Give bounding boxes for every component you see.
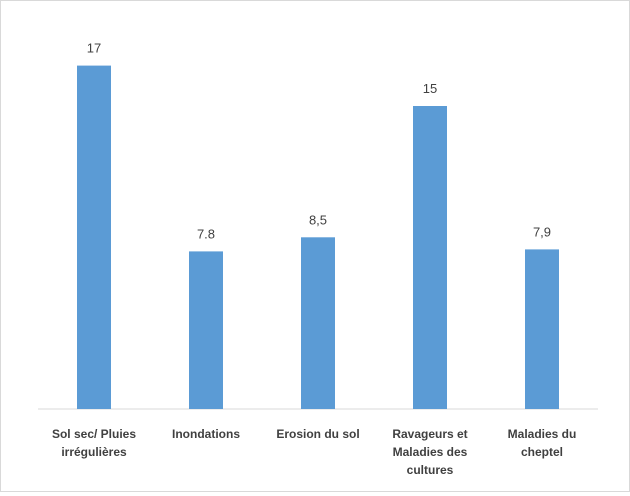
data-label-5: 7,9	[533, 224, 551, 239]
category-label-line: Maladies des	[393, 445, 468, 459]
category-label-3: Erosion du sol	[276, 427, 359, 441]
bar-4	[413, 106, 447, 409]
data-label-1: 17	[87, 41, 101, 56]
category-label-line: Ravageurs et	[392, 427, 467, 441]
data-label-2: 7.8	[197, 226, 215, 241]
bar-1	[77, 65, 111, 409]
category-label-4: Ravageurs et Maladies des cultures	[392, 427, 467, 477]
bar-3	[301, 237, 335, 409]
category-label-line: irrégulières	[61, 445, 127, 459]
category-label-1: Sol sec/ Pluies irrégulières	[52, 427, 136, 459]
category-label-line: Maladies du	[508, 427, 577, 441]
category-label-line: Erosion du sol	[276, 427, 359, 441]
bar-5	[525, 249, 559, 409]
category-label-line: cheptel	[521, 445, 563, 459]
data-label-4: 15	[423, 81, 437, 96]
category-label-line: Inondations	[172, 427, 240, 441]
category-label-2: Inondations	[172, 427, 240, 441]
category-label-line: cultures	[407, 463, 454, 477]
category-label-line: Sol sec/ Pluies	[52, 427, 136, 441]
category-label-5: Maladies du cheptel	[508, 427, 577, 459]
data-label-3: 8,5	[309, 212, 327, 227]
bar-2	[189, 251, 223, 409]
